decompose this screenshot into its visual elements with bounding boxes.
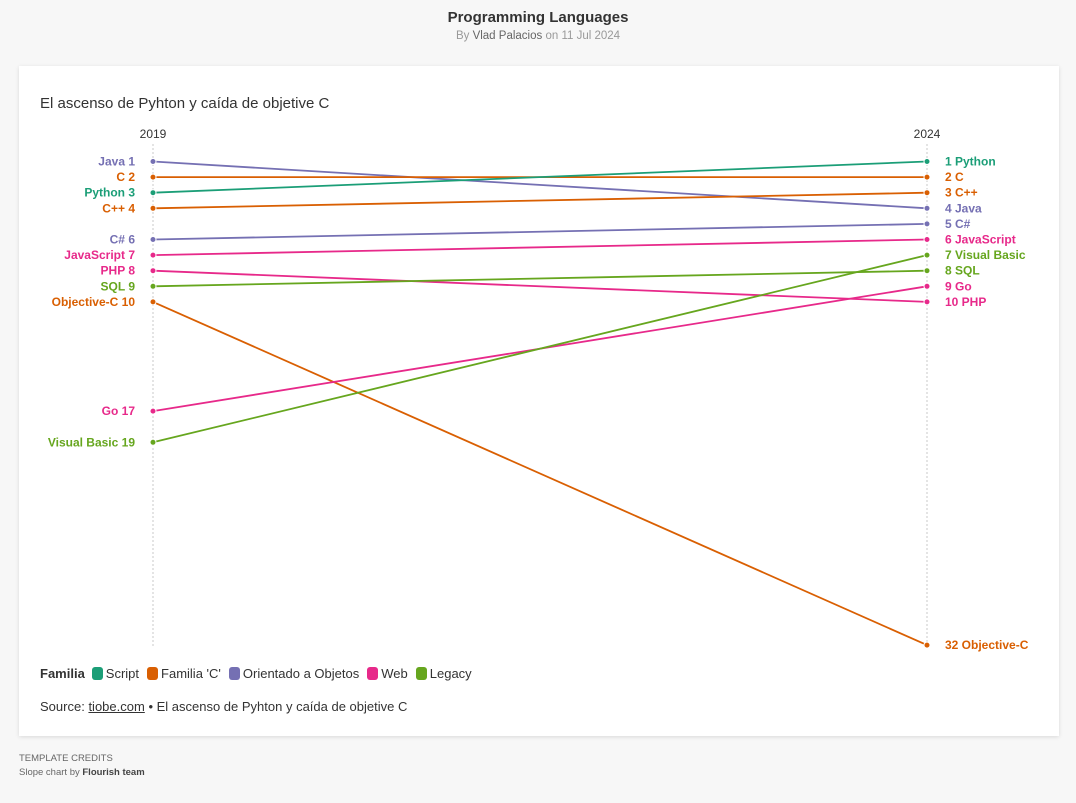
point-2024-objective-c xyxy=(923,641,931,649)
legend-label: Script xyxy=(105,666,140,681)
point-2019-c xyxy=(149,204,157,212)
label-2019-sql: SQL 9 xyxy=(101,279,136,293)
label-2024-objective-c: 32 Objective-C xyxy=(945,638,1029,652)
legend-swatch xyxy=(91,667,103,680)
label-2024-go: 9 Go xyxy=(945,279,972,293)
label-2019-java: Java 1 xyxy=(98,155,135,169)
label-2019-visual-basic: Visual Basic 19 xyxy=(48,435,135,449)
label-2024-php: 10 PHP xyxy=(945,295,986,309)
source-suffix: • El ascenso de Pyhton y caída de objeti… xyxy=(148,699,408,714)
slope-line-sql xyxy=(152,269,928,288)
label-2024-visual-basic: 7 Visual Basic xyxy=(945,248,1026,262)
point-2024-c xyxy=(923,173,931,181)
slope-line-visual-basic xyxy=(152,254,928,444)
legend-title: Familia xyxy=(40,666,85,681)
point-2024-php xyxy=(923,298,931,306)
legend-item-orientado-a-objetos[interactable]: Orientado a Objetos xyxy=(228,666,360,681)
legend-swatch xyxy=(367,667,379,680)
point-2019-objective-c xyxy=(149,298,157,306)
slope-line-php xyxy=(152,269,928,303)
legend-label: Familia 'C' xyxy=(161,666,221,681)
byline: By Vlad Palacios on 11 Jul 2024 xyxy=(0,28,1076,44)
byline-date: on 11 Jul 2024 xyxy=(545,30,621,42)
page-title: Programming Languages xyxy=(447,9,629,26)
point-2024-visual-basic xyxy=(923,251,931,259)
label-2019-go: Go 17 xyxy=(102,404,136,418)
label-2019-javascript: JavaScript 7 xyxy=(64,248,135,262)
point-2019-python xyxy=(149,189,157,197)
credits-line: Slope chart by Flourish team xyxy=(19,766,145,780)
label-2024-python: 1 Python xyxy=(945,155,996,169)
credits-prefix: Slope chart by xyxy=(19,767,80,778)
slope-chart: 2019 2024 Java 1 4 Java C 2 2 C Python 3 1 Pyth… xyxy=(48,127,1029,652)
point-2024-c xyxy=(923,220,931,228)
point-2019-sql xyxy=(149,282,157,290)
author-name[interactable]: Vlad Palacios xyxy=(472,30,543,42)
point-2019-javascript xyxy=(149,251,157,259)
point-2019-php xyxy=(149,267,157,275)
slope-line-c xyxy=(152,223,928,241)
legend-swatch xyxy=(415,667,427,680)
source-note: Source: tiobe.com • El ascenso de Pyhton… xyxy=(40,699,407,714)
legend-item-legacy[interactable]: Legacy xyxy=(415,666,472,681)
chart-title: El ascenso de Pyhton y caída de objetive… xyxy=(40,95,330,112)
source-link[interactable]: tiobe.com xyxy=(88,699,145,714)
point-2019-c xyxy=(149,173,157,181)
credits-heading: TEMPLATE CREDITS xyxy=(19,753,113,764)
point-2019-go xyxy=(149,407,157,415)
point-2024-javascript xyxy=(923,236,931,243)
point-2019-c xyxy=(149,236,157,243)
point-2024-python xyxy=(923,158,931,165)
legend: Familia Script Familia 'C' Orientado a O… xyxy=(40,666,480,681)
label-2024-javascript: 6 JavaScript xyxy=(945,233,1016,247)
credits-team[interactable]: Flourish team xyxy=(82,767,145,778)
slope-line-python xyxy=(152,160,928,194)
point-2024-go xyxy=(923,282,931,290)
label-2024-c: 2 C xyxy=(945,170,964,184)
label-2019-python: Python 3 xyxy=(84,186,135,200)
legend-label: Legacy xyxy=(429,666,472,681)
slope-line-java xyxy=(152,160,928,210)
column-header-2024: 2024 xyxy=(914,127,941,141)
legend-item-familia-c[interactable]: Familia 'C' xyxy=(147,666,221,681)
point-2024-c xyxy=(923,189,931,197)
point-2024-sql xyxy=(923,267,931,275)
column-header-2019: 2019 xyxy=(140,127,167,141)
source-prefix: Source: xyxy=(40,699,85,714)
slope-line-objective-c xyxy=(152,301,928,646)
label-2019-c: C 2 xyxy=(116,170,135,184)
chart-card: El ascenso de Pyhton y caída de objetive… xyxy=(19,66,1059,736)
label-2024-c: 5 C# xyxy=(945,217,971,231)
legend-swatch xyxy=(228,667,240,680)
label-2019-c: C++ 4 xyxy=(102,201,135,215)
legend-label: Web xyxy=(381,666,408,681)
slope-line-javascript xyxy=(152,238,928,256)
legend-swatch xyxy=(147,667,159,680)
label-2024-c: 3 C++ xyxy=(945,186,978,200)
page-header: Programming Languages By Vlad Palacios o… xyxy=(0,8,1076,44)
point-2019-visual-basic xyxy=(149,438,157,446)
byline-prefix: By xyxy=(455,30,470,42)
legend-label: Orientado a Objetos xyxy=(242,666,360,681)
point-2024-java xyxy=(923,204,931,212)
point-2019-java xyxy=(149,158,157,165)
slope-line-c xyxy=(152,191,928,210)
label-2024-sql: 8 SQL xyxy=(945,264,980,278)
label-2024-java: 4 Java xyxy=(945,201,982,215)
legend-item-web[interactable]: Web xyxy=(367,666,408,681)
label-2019-php: PHP 8 xyxy=(101,264,136,278)
label-2019-c: C# 6 xyxy=(110,233,136,247)
label-2019-objective-c: Objective-C 10 xyxy=(52,295,136,309)
legend-item-script[interactable]: Script xyxy=(91,666,140,681)
template-credits: TEMPLATE CREDITS Slope chart by Flourish… xyxy=(19,752,145,780)
